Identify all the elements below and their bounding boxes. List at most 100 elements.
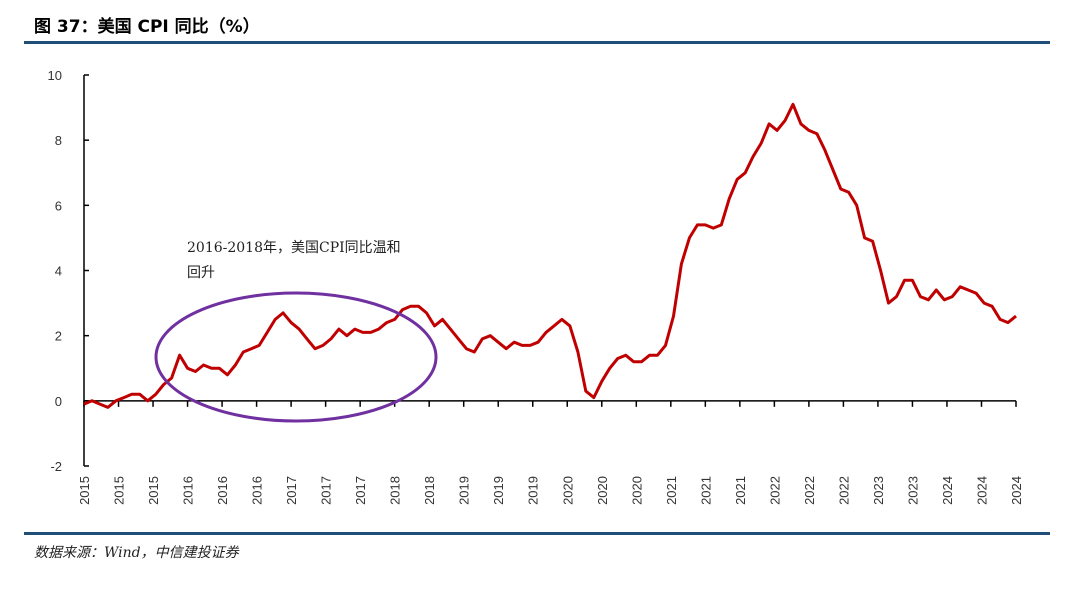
x-tick-label: 2015 — [112, 476, 127, 505]
y-tick-label: 4 — [55, 264, 62, 279]
data-point — [768, 122, 771, 125]
data-point — [991, 305, 994, 308]
data-point — [744, 171, 747, 174]
annotation-line-1: 2016-2018年，美国CPI同比温和 — [187, 240, 401, 256]
x-tick-label: 2017 — [284, 476, 299, 505]
y-axis: -2 0 2 4 6 8 10 — [48, 68, 89, 474]
figure-title: 图 37：美国 CPI 同比（%） — [34, 17, 260, 37]
data-point — [361, 331, 364, 334]
data-point — [465, 347, 468, 350]
data-point — [170, 377, 173, 380]
annotation-line-2: 回升 — [187, 265, 215, 281]
data-point — [409, 305, 412, 308]
data-point — [728, 197, 731, 200]
data-point — [863, 236, 866, 239]
data-point — [146, 399, 149, 402]
data-point — [983, 302, 986, 305]
data-point — [337, 328, 340, 331]
data-point — [895, 295, 898, 298]
x-tick-label: 2023 — [871, 476, 886, 505]
data-point — [640, 360, 643, 363]
x-tick-label: 2022 — [802, 476, 817, 505]
data-point — [815, 132, 818, 135]
data-point — [186, 367, 189, 370]
data-point — [903, 279, 906, 282]
data-point — [799, 122, 802, 125]
data-point — [417, 305, 420, 308]
data-point — [967, 289, 970, 292]
data-point — [314, 347, 317, 350]
data-point — [855, 204, 858, 207]
data-point — [592, 396, 595, 399]
x-tick-label: 2022 — [767, 476, 782, 505]
data-point — [664, 344, 667, 347]
data-point — [234, 364, 237, 367]
data-point — [951, 295, 954, 298]
data-point — [449, 328, 452, 331]
data-point — [250, 347, 253, 350]
data-point — [608, 367, 611, 370]
data-point — [839, 188, 842, 191]
data-point — [736, 178, 739, 181]
x-tick-label: 2020 — [629, 476, 644, 505]
data-point — [441, 318, 444, 321]
data-point — [760, 142, 763, 145]
data-point — [616, 357, 619, 360]
x-tick-label: 2017 — [319, 476, 334, 505]
data-point — [553, 324, 556, 327]
data-point — [545, 331, 548, 334]
data-point — [560, 318, 563, 321]
data-point — [752, 155, 755, 158]
bottom-rule — [24, 532, 1050, 535]
y-tick-label: 10 — [48, 68, 62, 83]
data-point — [688, 236, 691, 239]
data-point — [122, 396, 125, 399]
data-point — [632, 360, 635, 363]
x-tick-label: 2024 — [974, 476, 989, 505]
data-point — [879, 269, 882, 272]
data-point — [680, 263, 683, 266]
top-rule — [24, 41, 1050, 44]
data-point — [425, 311, 428, 314]
data-point — [704, 223, 707, 226]
data-point — [210, 367, 213, 370]
highlight-ellipse — [154, 291, 438, 423]
data-point — [274, 318, 277, 321]
x-tick-label: 2020 — [595, 476, 610, 505]
x-tick-label: 2015 — [77, 476, 92, 505]
data-point — [513, 341, 516, 344]
data-point — [672, 315, 675, 318]
cpi-yoy-line — [83, 102, 1017, 409]
data-point — [871, 240, 874, 243]
data-point — [776, 129, 779, 132]
data-point — [624, 354, 627, 357]
data-point — [887, 302, 890, 305]
data-point — [473, 351, 476, 354]
data-point — [385, 321, 388, 324]
data-point — [568, 324, 571, 327]
data-point — [696, 223, 699, 226]
data-point — [83, 403, 86, 406]
data-point — [98, 403, 101, 406]
y-tick-label: 8 — [55, 133, 62, 148]
data-point — [489, 334, 492, 337]
data-point — [329, 337, 332, 340]
x-tick-label: 2016 — [181, 476, 196, 505]
y-tick-label: 2 — [55, 329, 62, 344]
x-tick-label: 2019 — [491, 476, 506, 505]
data-point — [999, 318, 1002, 321]
data-point — [154, 393, 157, 396]
x-tick-label: 2016 — [215, 476, 230, 505]
data-point — [935, 289, 938, 292]
data-point — [959, 285, 962, 288]
data-point — [831, 168, 834, 171]
data-point — [306, 337, 309, 340]
data-point — [497, 341, 500, 344]
x-tick-label: 2018 — [388, 476, 403, 505]
data-source: 数据来源：Wind，中信建投证券 — [34, 545, 239, 561]
data-point — [106, 406, 109, 409]
data-point — [648, 354, 651, 357]
data-point — [322, 344, 325, 347]
data-point — [1015, 315, 1018, 318]
data-point — [369, 331, 372, 334]
